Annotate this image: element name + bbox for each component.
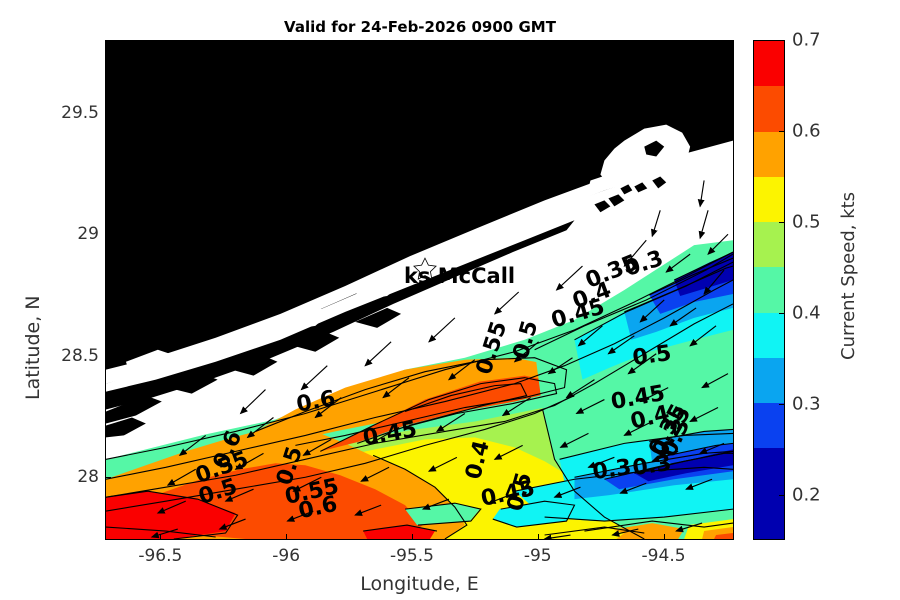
- x-tick-label-3: -95: [523, 546, 552, 566]
- x-tick-mark: [286, 534, 288, 540]
- colorbar-band-8: [754, 403, 784, 449]
- colorbar-tick-label-0: 0.7: [792, 29, 821, 51]
- colorbar-band-6: [754, 312, 784, 358]
- colorbar-tick-mark: [779, 312, 785, 314]
- contour-lines-layer: [106, 251, 733, 539]
- colorbar-tick-label-5: 0.2: [792, 484, 821, 506]
- map-canvas: [106, 41, 733, 539]
- colorbar-band-9: [754, 448, 784, 539]
- colorbar[interactable]: [753, 40, 785, 540]
- current-arrow-field: [150, 180, 729, 539]
- y-tick-mark: [105, 112, 111, 114]
- colorbar-tick-mark: [779, 130, 785, 132]
- x-tick-mark: [411, 534, 413, 540]
- map-plot-area[interactable]: [105, 40, 734, 540]
- colorbar-tick-label-4: 0.3: [792, 393, 821, 415]
- y-tick-mark: [105, 234, 111, 236]
- y-tick-mark: [105, 355, 111, 357]
- colorbar-tick-mark: [779, 494, 785, 496]
- colorbar-tick-label-3: 0.4: [792, 302, 821, 324]
- colorbar-band-3: [754, 176, 784, 223]
- x-tick-label-2: -95.5: [389, 546, 434, 566]
- colorbar-tick-label-2: 0.5: [792, 211, 821, 233]
- x-tick-label-4: -94.5: [641, 546, 686, 566]
- y-tick-label-2: 28.5: [61, 345, 99, 366]
- y-axis-label: Latitude, N: [22, 295, 44, 401]
- colorbar-tick-label-1: 0.6: [792, 120, 821, 142]
- x-tick-label-0: -96.5: [138, 546, 183, 566]
- x-tick-mark: [537, 534, 539, 540]
- colorbar-band-4: [754, 222, 784, 268]
- colorbar-band-2: [754, 131, 784, 177]
- colorbar-band-5: [754, 267, 784, 313]
- y-tick-label-3: 28: [77, 466, 99, 487]
- colorbar-band-1: [754, 86, 784, 132]
- x-tick-label-1: -96: [272, 546, 301, 566]
- colorbar-band-0: [754, 41, 784, 87]
- page-title: Valid for 24-Feb-2026 0900 GMT: [284, 18, 556, 36]
- y-tick-mark: [105, 476, 111, 478]
- station-label: ks McCall: [404, 264, 516, 288]
- colorbar-tick-mark: [779, 403, 785, 405]
- x-tick-mark: [663, 534, 665, 540]
- station-star-marker[interactable]: [413, 257, 437, 280]
- land-mask-layer: [106, 41, 733, 438]
- y-tick-label-1: 29: [77, 224, 99, 245]
- y-tick-label-0: 29.5: [61, 102, 99, 123]
- x-tick-mark: [160, 534, 162, 540]
- x-axis-label: Longitude, E: [360, 573, 479, 595]
- colorbar-tick-mark: [779, 221, 785, 223]
- colorbar-band-7: [754, 357, 784, 404]
- colorbar-label: Current Speed, kts: [838, 191, 859, 360]
